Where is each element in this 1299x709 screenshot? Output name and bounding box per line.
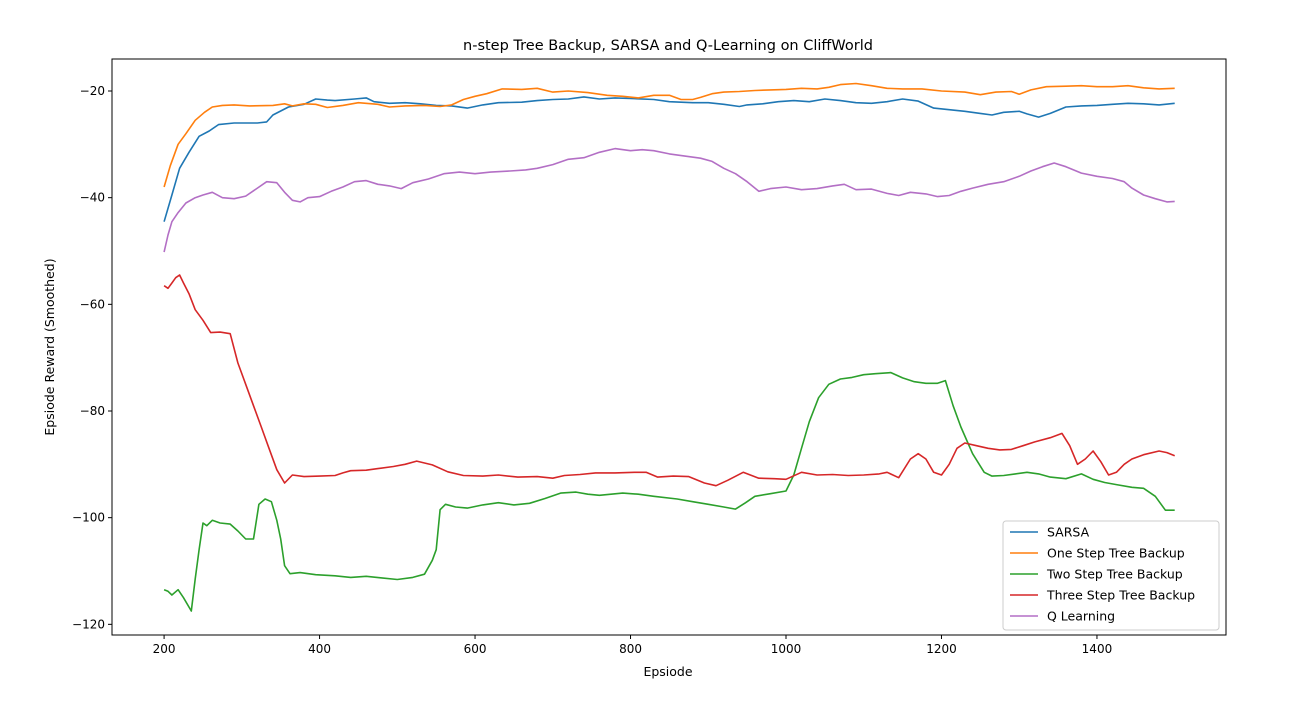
x-tick-label: 200 [153,642,176,656]
y-tick-label: −120 [72,617,105,631]
series-line-0 [163,96,1175,222]
series-line-4 [163,147,1175,253]
x-tick-label: 600 [464,642,487,656]
y-tick-label: −20 [80,84,105,98]
ticks-layer: 200 400 600 800 1000 1200 1400 −20 −40 −60 −80 −100… [72,84,1112,656]
legend-label-4: Q Learning [1047,609,1115,624]
y-tick-label: −80 [80,404,105,418]
y-tick-label: −60 [80,297,105,311]
y-axis-title: Epsiode Reward (Smoothed) [42,258,57,435]
legend-label-2: Two Step Tree Backup [1046,567,1183,582]
x-tick-label: 400 [308,642,331,656]
x-tick-label: 1000 [771,642,802,656]
chart-title: n-step Tree Backup, SARSA and Q-Learning… [463,38,873,54]
x-tick-label: 1200 [926,642,957,656]
legend-items: SARSA One Step Tree Backup Two Step Tree B… [1010,525,1195,624]
series-line-3 [163,274,1176,487]
series-layer [163,82,1176,612]
legend-label-3: Three Step Tree Backup [1046,588,1195,603]
x-axis-title: Epsiode [643,664,692,679]
series-line-2 [163,371,1175,612]
x-tick-label: 800 [619,642,642,656]
plot-frame [111,58,1227,636]
series-line-1 [163,82,1175,188]
x-tick-label: 1400 [1082,642,1113,656]
legend-frame [1002,520,1220,631]
y-tick-label: −100 [72,511,105,525]
legend-label-0: SARSA [1047,525,1090,540]
legend-label-1: One Step Tree Backup [1047,546,1185,561]
y-tick-label: −40 [80,191,105,205]
legend: SARSA One Step Tree Backup Two Step Tree B… [1002,520,1220,631]
